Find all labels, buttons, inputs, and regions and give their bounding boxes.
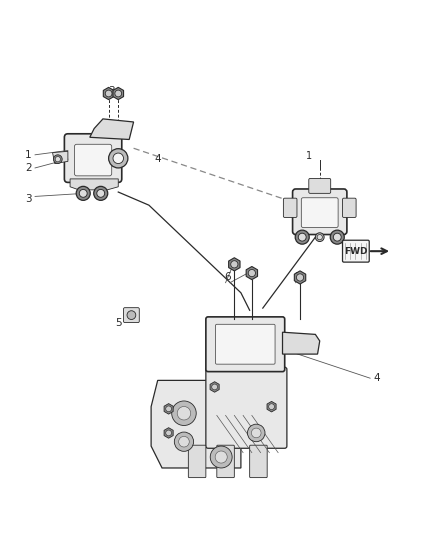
Circle shape — [76, 187, 90, 200]
Circle shape — [315, 233, 324, 241]
Circle shape — [210, 446, 232, 468]
Circle shape — [174, 432, 194, 451]
Polygon shape — [164, 403, 173, 414]
FancyBboxPatch shape — [215, 324, 275, 364]
Circle shape — [172, 401, 196, 425]
FancyArrowPatch shape — [371, 248, 387, 254]
Circle shape — [94, 187, 108, 200]
Circle shape — [105, 90, 112, 97]
FancyBboxPatch shape — [309, 179, 331, 193]
Polygon shape — [164, 427, 173, 438]
Circle shape — [109, 149, 128, 168]
Circle shape — [248, 270, 255, 277]
Polygon shape — [246, 266, 258, 280]
Circle shape — [231, 261, 238, 268]
Circle shape — [55, 157, 60, 162]
Polygon shape — [103, 87, 114, 100]
Circle shape — [127, 311, 136, 319]
FancyBboxPatch shape — [217, 445, 234, 478]
FancyBboxPatch shape — [206, 317, 285, 372]
FancyBboxPatch shape — [250, 445, 267, 478]
Circle shape — [297, 274, 304, 281]
FancyBboxPatch shape — [74, 144, 112, 176]
Circle shape — [97, 189, 105, 197]
FancyBboxPatch shape — [343, 198, 356, 217]
Circle shape — [317, 235, 322, 240]
Circle shape — [115, 90, 122, 97]
Circle shape — [166, 406, 172, 411]
Polygon shape — [283, 332, 320, 354]
FancyBboxPatch shape — [124, 308, 139, 322]
Polygon shape — [229, 258, 240, 271]
Circle shape — [79, 189, 87, 197]
FancyBboxPatch shape — [206, 367, 287, 448]
Polygon shape — [210, 382, 219, 392]
Circle shape — [177, 407, 191, 420]
FancyBboxPatch shape — [343, 240, 369, 262]
Circle shape — [268, 404, 275, 409]
Text: 1: 1 — [25, 150, 32, 160]
Circle shape — [333, 233, 341, 241]
Text: 6: 6 — [224, 272, 231, 282]
Polygon shape — [70, 179, 118, 190]
Polygon shape — [53, 151, 68, 164]
Circle shape — [330, 230, 344, 244]
FancyBboxPatch shape — [301, 198, 338, 228]
Circle shape — [215, 451, 227, 463]
Text: 4: 4 — [154, 154, 161, 164]
Polygon shape — [90, 119, 134, 140]
Polygon shape — [294, 271, 306, 284]
FancyBboxPatch shape — [293, 189, 347, 235]
Text: FWD: FWD — [344, 247, 367, 256]
Circle shape — [295, 230, 309, 244]
Text: 3: 3 — [25, 193, 32, 204]
FancyBboxPatch shape — [283, 198, 297, 217]
Circle shape — [298, 233, 306, 241]
Text: 3: 3 — [108, 86, 115, 96]
Polygon shape — [267, 401, 276, 412]
Circle shape — [251, 428, 261, 438]
Circle shape — [113, 153, 124, 164]
Text: 5: 5 — [115, 318, 122, 328]
Circle shape — [53, 155, 62, 164]
Circle shape — [212, 384, 218, 390]
Circle shape — [166, 430, 172, 436]
Polygon shape — [113, 87, 124, 100]
Polygon shape — [151, 381, 241, 468]
Text: 2: 2 — [25, 163, 32, 173]
Circle shape — [247, 424, 265, 442]
FancyBboxPatch shape — [64, 134, 122, 182]
Text: 7: 7 — [294, 272, 301, 282]
FancyBboxPatch shape — [188, 445, 206, 478]
Circle shape — [179, 437, 189, 447]
Text: 4: 4 — [373, 373, 380, 383]
Text: 1: 1 — [306, 151, 312, 161]
